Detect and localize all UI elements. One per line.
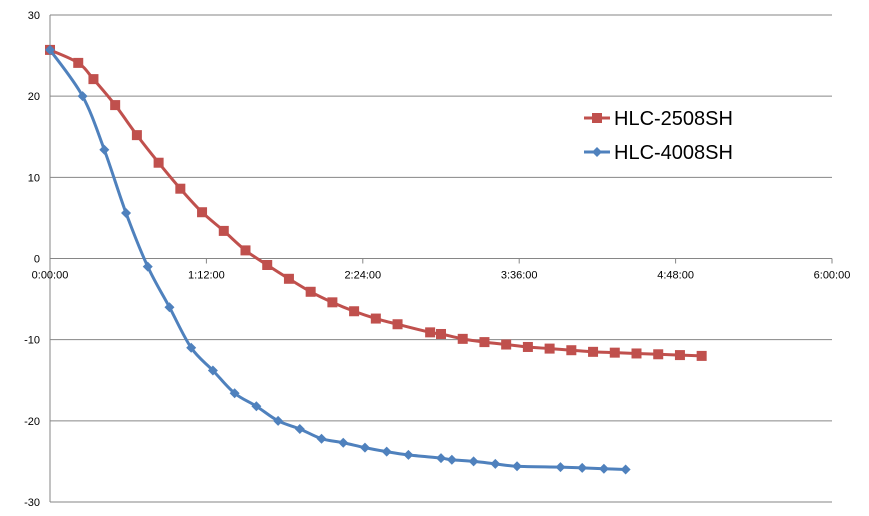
y-tick-label: 20 bbox=[28, 91, 40, 103]
x-tick-label: 2:24:00 bbox=[344, 270, 381, 282]
data-point bbox=[359, 442, 370, 453]
data-point bbox=[349, 306, 360, 317]
data-point bbox=[88, 74, 99, 85]
data-point bbox=[381, 446, 392, 457]
series-line bbox=[48, 48, 628, 472]
data-point bbox=[327, 297, 338, 308]
data-point bbox=[696, 350, 707, 361]
data-point bbox=[446, 454, 457, 465]
legend-label: HLC-2508SH bbox=[614, 108, 733, 130]
x-tick-label: 4:48:00 bbox=[657, 270, 694, 282]
data-point bbox=[131, 130, 142, 141]
data-point bbox=[609, 347, 620, 358]
data-point bbox=[370, 313, 381, 324]
legend-label: HLC-4008SH bbox=[614, 142, 733, 164]
legend-marker bbox=[592, 147, 602, 157]
data-point bbox=[294, 423, 305, 434]
data-point bbox=[283, 273, 294, 284]
data-point bbox=[305, 286, 316, 297]
x-tick-label: 0:00:00 bbox=[32, 270, 69, 282]
data-point bbox=[620, 464, 631, 475]
data-point bbox=[403, 449, 414, 460]
data-point bbox=[490, 458, 501, 469]
series-layer bbox=[45, 44, 707, 475]
data-point bbox=[197, 207, 208, 218]
axes: 30 20 10 0 -10 -20 -30 0:00:00 1:12:00 2:24:00 3:3… bbox=[24, 10, 850, 509]
data-point bbox=[73, 57, 84, 68]
data-point bbox=[479, 337, 490, 348]
data-point bbox=[588, 346, 599, 357]
data-point bbox=[631, 348, 642, 359]
data-point bbox=[425, 327, 436, 338]
data-point bbox=[566, 345, 577, 356]
data-point bbox=[207, 365, 218, 376]
data-point bbox=[229, 388, 240, 399]
data-point bbox=[392, 319, 403, 330]
data-point bbox=[555, 462, 566, 473]
data-point bbox=[674, 350, 685, 361]
y-tick-label: -20 bbox=[24, 416, 40, 428]
data-point bbox=[186, 342, 197, 353]
data-point bbox=[77, 91, 88, 102]
data-point bbox=[501, 339, 512, 350]
data-point bbox=[218, 225, 229, 236]
data-point bbox=[45, 44, 55, 55]
series-square bbox=[45, 44, 707, 361]
data-point bbox=[316, 433, 327, 444]
data-point bbox=[153, 157, 164, 168]
data-point bbox=[653, 349, 664, 360]
data-point bbox=[338, 437, 349, 448]
data-point bbox=[457, 333, 468, 344]
y-tick-label: 30 bbox=[28, 10, 40, 22]
x-tick-label: 3:36:00 bbox=[501, 270, 538, 282]
data-point bbox=[175, 183, 186, 194]
legend-marker bbox=[592, 113, 602, 123]
data-point bbox=[436, 453, 446, 464]
series-diamond bbox=[45, 44, 631, 475]
y-tick-label: 0 bbox=[34, 254, 40, 266]
data-point bbox=[512, 461, 523, 472]
data-point bbox=[544, 343, 555, 354]
data-point bbox=[577, 462, 588, 473]
data-point bbox=[110, 100, 121, 111]
data-point bbox=[436, 328, 446, 339]
data-point bbox=[142, 261, 153, 272]
y-tick-label: -30 bbox=[24, 497, 40, 509]
data-point bbox=[468, 456, 479, 467]
y-tick-label: -10 bbox=[24, 335, 40, 347]
x-tick-label: 6:00:00 bbox=[814, 270, 851, 282]
data-point bbox=[121, 208, 132, 219]
legend-entry: HLC-4008SH bbox=[584, 142, 733, 164]
x-tick-label: 1:12:00 bbox=[188, 270, 225, 282]
gridlines bbox=[50, 14, 832, 503]
data-point bbox=[251, 401, 262, 412]
data-point bbox=[262, 259, 273, 270]
data-point bbox=[240, 245, 251, 256]
data-point bbox=[598, 463, 609, 474]
data-point bbox=[522, 341, 533, 352]
legend: HLC-2508SH HLC-4008SH bbox=[584, 108, 733, 164]
y-tick-label: 10 bbox=[28, 172, 40, 184]
data-point bbox=[164, 302, 175, 313]
legend-entry: HLC-2508SH bbox=[584, 108, 733, 130]
data-point bbox=[99, 144, 110, 155]
data-point bbox=[273, 415, 284, 426]
